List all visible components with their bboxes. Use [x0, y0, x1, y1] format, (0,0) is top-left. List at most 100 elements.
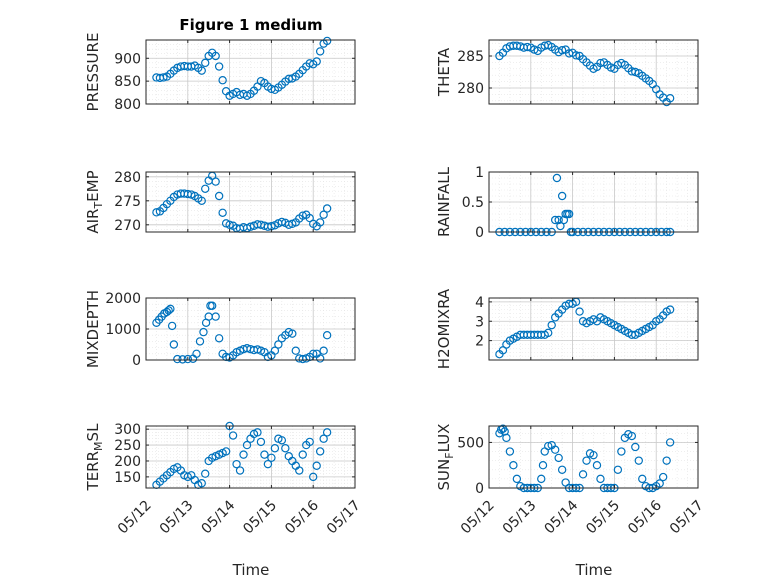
data-point	[502, 433, 511, 443]
data-point	[309, 472, 318, 482]
y-axis-label: TERRMSL	[84, 423, 105, 492]
x-tick-label: 05/13	[500, 497, 540, 537]
y-tick-label: 3	[475, 314, 484, 330]
y-tick-label: 0	[132, 353, 141, 369]
data-point	[267, 453, 276, 462]
y-axis-label-main: SUN	[435, 459, 453, 491]
data-point	[315, 47, 325, 56]
y-axis-label-tail: EMP	[84, 170, 102, 201]
data-point	[582, 456, 591, 465]
data-point	[225, 220, 234, 229]
data-point	[274, 340, 283, 349]
data-point	[218, 76, 227, 85]
y-axis-label: RAINFALL	[435, 166, 453, 237]
axes-box	[145, 39, 356, 105]
series-markers	[495, 297, 675, 359]
data-point	[211, 177, 220, 186]
data-point	[592, 461, 602, 470]
data-point	[556, 221, 565, 231]
data-point	[638, 474, 647, 484]
subplot-sun_flux: 0 500 05/12 05/13 05/14 05/15 05/16 05/17 SUNFLU…	[435, 424, 707, 538]
axes-box	[488, 425, 699, 489]
data-point	[214, 62, 224, 71]
series-markers	[495, 424, 675, 493]
subplot-rainfall: 0 0.5 1 RAINFALL	[435, 165, 699, 241]
data-point	[322, 331, 332, 340]
y-tick-label: 0	[475, 225, 484, 241]
y-tick-label: 500	[457, 435, 484, 451]
y-axis-label: AIRTEMP	[84, 170, 105, 233]
y-axis-label: THETA	[435, 47, 453, 97]
data-point	[242, 440, 252, 450]
y-tick-label: 2000	[105, 291, 141, 307]
y-tick-label: 4	[475, 295, 484, 311]
data-point	[173, 354, 182, 364]
data-point	[221, 447, 231, 456]
data-point	[505, 447, 515, 456]
y-axis-label-main: AIR	[84, 209, 102, 234]
subplot-pressure: 800 850 900 PRESSURE	[84, 33, 356, 113]
x-tick-label: 05/17	[667, 497, 707, 537]
axes-box	[145, 425, 356, 489]
y-axis-label: MIXDEPTH	[84, 290, 102, 368]
series-markers	[152, 171, 332, 233]
y-tick-label: 285	[457, 49, 484, 65]
y-axis-label-main: H2OMIXRA	[435, 288, 453, 369]
x-tick-label: 05/17	[324, 497, 364, 537]
data-point	[312, 461, 321, 470]
data-point	[665, 438, 675, 447]
data-point	[537, 474, 546, 484]
data-point	[538, 461, 548, 470]
y-tick-label: 0	[475, 481, 484, 497]
series-markers	[152, 421, 332, 490]
y-tick-label: 1000	[105, 322, 141, 338]
data-point	[617, 447, 626, 456]
y-tick-label: 150	[114, 470, 141, 486]
y-tick-label: 280	[457, 81, 484, 97]
data-point	[288, 329, 297, 338]
data-point	[319, 434, 328, 443]
subplot-air_temp: 270 275 280 AIRTEMP	[84, 170, 356, 234]
data-point	[319, 210, 328, 219]
data-point	[270, 444, 280, 453]
data-point	[554, 453, 563, 463]
data-point	[658, 472, 668, 482]
data-point	[544, 328, 553, 338]
data-point	[239, 450, 248, 459]
data-point	[159, 73, 168, 82]
data-point	[260, 450, 269, 459]
data-point	[512, 474, 522, 484]
data-point	[295, 466, 304, 475]
data-point	[564, 209, 574, 219]
data-point	[169, 340, 179, 349]
data-point	[557, 46, 567, 55]
y-axis-label: H2OMIXRA	[435, 288, 453, 369]
data-point	[166, 304, 175, 314]
data-point	[575, 307, 584, 316]
y-axis-label-tail: LUX	[435, 424, 453, 453]
data-point	[552, 173, 562, 183]
data-point	[152, 208, 161, 217]
data-point	[253, 428, 262, 437]
x-tick-label: 05/13	[157, 497, 197, 537]
data-point	[571, 51, 581, 60]
data-point	[197, 66, 206, 75]
data-point	[199, 327, 208, 337]
data-point	[253, 345, 262, 354]
data-point	[195, 337, 205, 346]
data-point	[207, 301, 217, 310]
data-point	[214, 191, 224, 201]
y-tick-label: 1	[475, 165, 484, 181]
y-tick-label: 900	[114, 51, 141, 67]
data-point	[197, 479, 206, 488]
data-point	[550, 215, 560, 225]
data-point	[263, 459, 273, 469]
y-axis-label-main: TERR	[84, 451, 102, 492]
data-point	[557, 465, 567, 474]
data-point	[164, 306, 173, 315]
data-point	[281, 444, 290, 453]
series-markers	[152, 36, 332, 100]
data-point	[201, 469, 210, 478]
